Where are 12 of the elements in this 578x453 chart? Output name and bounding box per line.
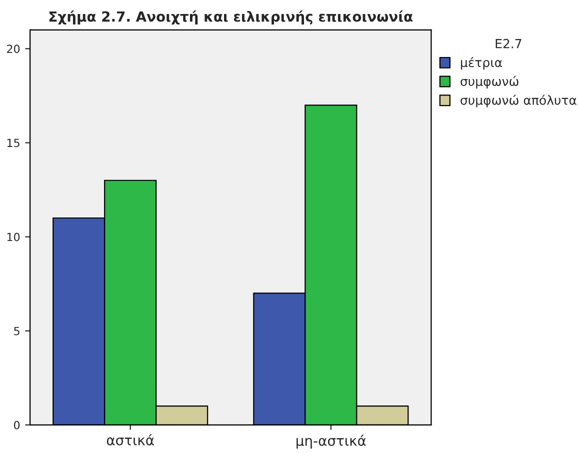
y-tick-label: 15 [7, 138, 20, 148]
legend-label: μέτρια [461, 56, 502, 70]
y-tick-label: 10 [7, 232, 20, 242]
x-tick-label: αστικά [106, 434, 154, 446]
x-tick-label: μη-αστικά [296, 434, 366, 449]
y-tick-label: 0 [14, 420, 20, 430]
legend-label: συμφωνώ απόλυτα [460, 94, 576, 108]
legend-label: συμφωνώ [460, 76, 518, 88]
y-tick-label: 5 [14, 326, 20, 336]
chart-title: Σχήμα 2.7. Ανοιχτή και ειλικρινής επικοινωνία [49, 10, 412, 24]
legend-title: E2.7 [496, 38, 522, 48]
y-tick-label: 20 [7, 44, 20, 54]
